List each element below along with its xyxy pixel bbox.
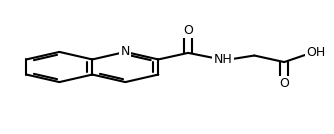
Text: O: O	[279, 77, 289, 90]
Text: OH: OH	[306, 46, 325, 59]
Text: O: O	[183, 24, 193, 37]
Text: N: N	[121, 45, 130, 58]
Text: NH: NH	[213, 53, 232, 66]
